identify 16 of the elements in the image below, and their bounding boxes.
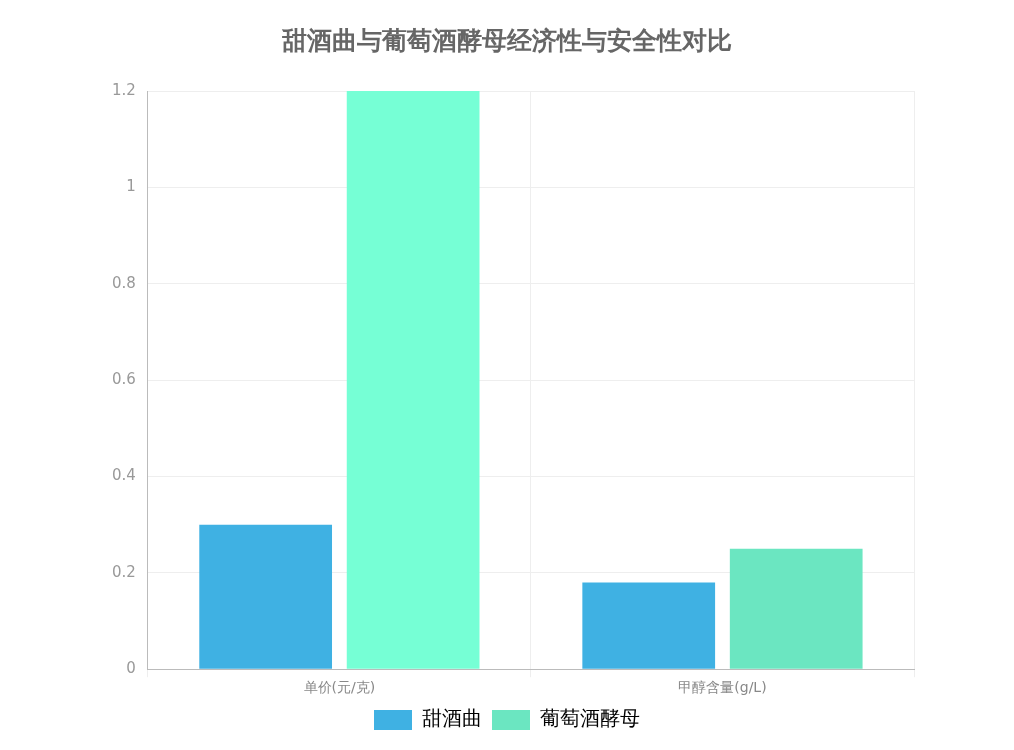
y-tick-label: 0 <box>126 659 136 678</box>
x-tick-label: 单价(元/克) <box>303 679 376 696</box>
y-tick-label: 0.4 <box>112 466 136 485</box>
legend-label: 葡萄酒酵母 <box>540 706 640 731</box>
y-tick-label: 0.6 <box>112 369 136 388</box>
legend-label: 甜酒曲 <box>422 706 482 731</box>
y-tick-label: 0.8 <box>112 273 136 292</box>
bar <box>199 524 333 669</box>
bar <box>729 548 863 669</box>
y-tick-label: 1 <box>126 177 136 196</box>
bar <box>582 582 716 669</box>
y-tick-label: 1.2 <box>112 80 136 99</box>
x-tick-label: 甲醇含量(g/L) <box>678 679 767 696</box>
bar <box>346 91 480 669</box>
chart-title: 甜酒曲与葡萄酒酵母经济性与安全性对比 <box>281 25 733 57</box>
y-tick-label: 0.2 <box>112 562 136 581</box>
